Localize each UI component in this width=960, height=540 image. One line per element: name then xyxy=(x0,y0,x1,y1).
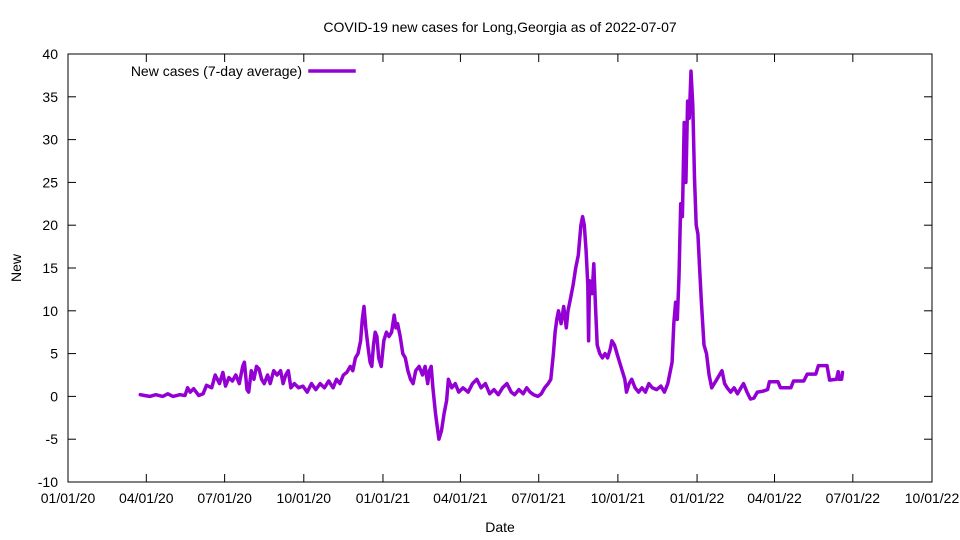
legend: New cases (7-day average) xyxy=(131,63,356,79)
y-axis: -10 -5 0 5 10 15 20 25 30 35 40 xyxy=(38,46,932,490)
x-axis: 01/01/20 04/01/20 07/01/20 10/01/20 01/01/21… xyxy=(41,54,960,506)
x-tick-label: 01/01/20 xyxy=(41,490,96,506)
series-group xyxy=(138,69,845,441)
y-tick-label: 25 xyxy=(42,174,58,190)
y-tick-label: -10 xyxy=(38,474,58,490)
y-axis-label: New xyxy=(8,253,24,282)
y-tick-label: -5 xyxy=(46,431,59,447)
x-tick-label: 01/01/22 xyxy=(670,490,725,506)
x-tick-label: 04/01/21 xyxy=(433,490,488,506)
series-line xyxy=(138,69,845,441)
legend-label: New cases (7-day average) xyxy=(131,63,302,79)
x-tick-label: 10/01/20 xyxy=(277,490,332,506)
x-tick-label: 07/01/20 xyxy=(197,490,252,506)
x-tick-label: 04/01/20 xyxy=(119,490,174,506)
x-tick-label: 07/01/22 xyxy=(826,490,881,506)
x-tick-label: 07/01/21 xyxy=(511,490,566,506)
y-tick-label: 30 xyxy=(42,132,58,148)
y-tick-label: 0 xyxy=(50,388,58,404)
plot-frame xyxy=(67,53,933,483)
y-tick-label: 40 xyxy=(42,46,58,62)
chart-title: COVID-19 new cases for Long,Georgia as o… xyxy=(323,19,677,35)
y-tick-label: 35 xyxy=(42,89,58,105)
x-tick-label: 10/01/22 xyxy=(905,490,960,506)
x-axis-label: Date xyxy=(485,519,515,535)
x-tick-label: 10/01/21 xyxy=(591,490,646,506)
y-tick-label: 20 xyxy=(42,217,58,233)
y-tick-label: 10 xyxy=(42,303,58,319)
y-tick-label: 5 xyxy=(50,346,58,362)
x-tick-label: 04/01/22 xyxy=(747,490,802,506)
y-tick-label: 15 xyxy=(42,260,58,276)
x-tick-label: 01/01/21 xyxy=(356,490,411,506)
